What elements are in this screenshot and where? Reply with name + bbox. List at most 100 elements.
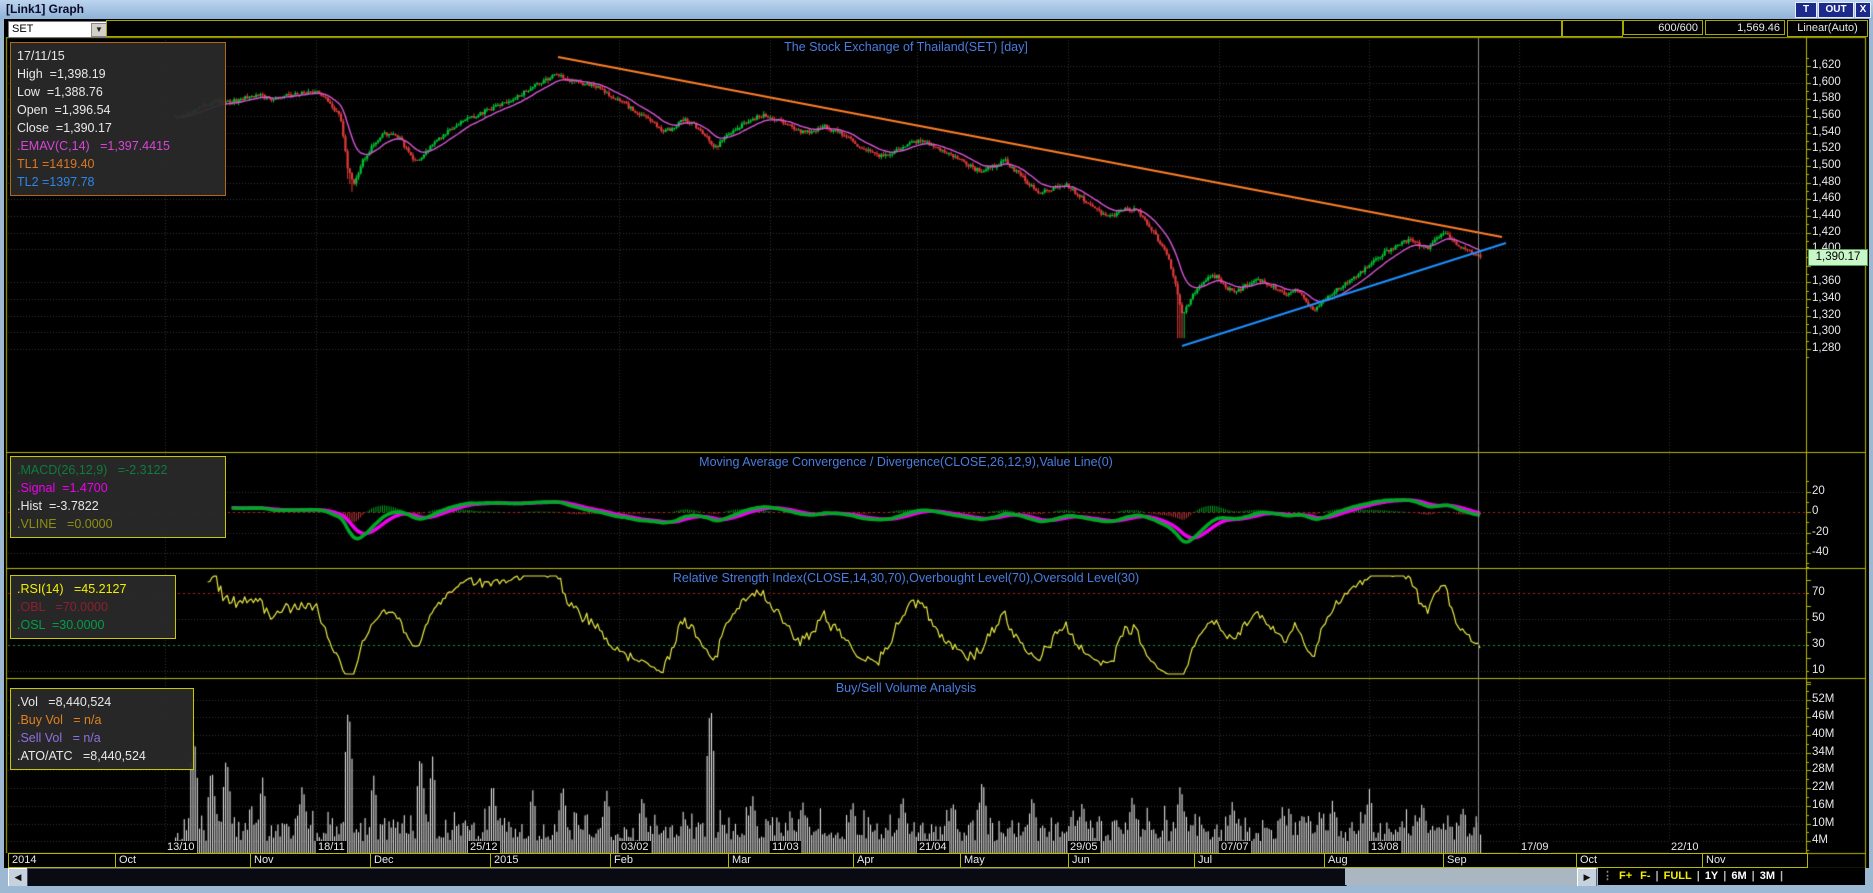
y-tick-label: 1,580 (1812, 92, 1841, 105)
macd-panel-title: Moving Average Convergence / Divergence(… (699, 455, 1113, 469)
y-tick-label: 1,420 (1812, 225, 1841, 238)
info-row: .Signal =1.4700 (17, 481, 108, 495)
scale-mode-button[interactable]: Linear(Auto) (1787, 20, 1868, 37)
y-tick-label: 1,280 (1812, 342, 1841, 355)
titlebar-out-button[interactable]: OUT (1818, 2, 1854, 18)
y-tick-label: 1,460 (1812, 192, 1841, 205)
x-date-label: 21/04 (917, 841, 949, 853)
x-date-label: 13/08 (1369, 841, 1401, 853)
scrollbar-track[interactable] (1345, 868, 1577, 885)
range-button-full[interactable]: FULL (1663, 870, 1692, 882)
x-axis-month-cell: Nov (250, 853, 373, 868)
x-date-label: 25/12 (468, 841, 500, 853)
info-row: TL1 =1419.40 (17, 157, 95, 171)
y-tick-label: 20 (1812, 484, 1825, 497)
x-axis-month-cell: Nov (1702, 853, 1808, 868)
titlebar-t-button[interactable]: T (1795, 2, 1817, 18)
x-axis-month-cell: Dec (370, 853, 493, 868)
y-tick-label: 10M (1812, 816, 1835, 829)
toolbar-empty-cell (1562, 20, 1623, 37)
symbol-select-value: SET (12, 23, 34, 35)
bar-count-display: 600/600 (1623, 20, 1703, 35)
x-date-label: 29/05 (1068, 841, 1100, 853)
scroll-left-arrow-icon[interactable]: ◀ (8, 868, 28, 887)
y-tick-label: 1,440 (1812, 208, 1841, 221)
y-tick-label: 52M (1812, 692, 1835, 705)
range-toolbar: ⋮ F+ F- | FULL | 1Y | 6M | 3M | (1598, 868, 1865, 885)
y-tick-label: 1,300 (1812, 325, 1841, 338)
y-tick-label: 30 (1812, 638, 1825, 650)
info-row: High =1,398.19 (17, 67, 106, 81)
x-axis-month-row: 2014 Oct Nov Dec 2015 Feb Mar Apr May Jun Jul Aug Se… (0, 853, 1808, 868)
info-row: Low =1,388.76 (17, 85, 103, 99)
info-row: .EMAV(C,14) =1,397.4415 (17, 139, 170, 153)
x-date-label: 07/07 (1219, 841, 1251, 853)
x-date-label: 11/03 (770, 841, 801, 853)
chevron-down-icon[interactable]: ▼ (91, 23, 107, 37)
info-row: Open =1,396.54 (17, 103, 111, 117)
x-axis-month-cell: Apr (853, 853, 963, 868)
scrollbar-thumb[interactable] (27, 868, 1347, 887)
info-row: .VLINE =0.0000 (17, 517, 113, 531)
info-row: .Vol =8,440,524 (17, 695, 112, 709)
x-date-label: 13/10 (165, 841, 197, 853)
toolbar-separator: | (1780, 870, 1784, 882)
toolbar-blank-field (106, 20, 1562, 37)
window-right-edge (1869, 19, 1873, 886)
cursor-value-display: 1,569.46 (1705, 20, 1785, 35)
x-axis-month-cell: Feb (610, 853, 731, 868)
toolbar-separator: | (1655, 870, 1659, 882)
info-row: TL2 =1397.78 (17, 175, 95, 189)
info-row: 17/11/15 (17, 49, 65, 63)
y-tick-label: 1,360 (1812, 275, 1841, 288)
range-button-fplus[interactable]: F+ (1619, 870, 1633, 882)
window-left-edge (0, 19, 4, 886)
grip-icon: ⋮ (1602, 870, 1613, 882)
volume-info-box: .Vol =8,440,524 .Buy Vol = n/a .Sell Vol =… (10, 688, 194, 770)
x-date-label: 18/11 (316, 841, 347, 853)
info-row: Close =1,390.17 (17, 121, 112, 135)
x-axis-month-cell: Mar (728, 853, 856, 868)
y-tick-label: 16M (1812, 798, 1835, 811)
symbol-select[interactable]: SET ▼ (8, 21, 109, 38)
y-tick-label: 4M (1812, 834, 1828, 847)
y-tick-label: 40M (1812, 728, 1835, 740)
scroll-right-arrow-icon[interactable]: ▶ (1577, 868, 1597, 887)
y-tick-label: 22M (1812, 781, 1835, 794)
rsi-panel-title: Relative Strength Index(CLOSE,14,30,70),… (672, 571, 1140, 585)
volume-panel-title: Buy/Sell Volume Analysis (835, 681, 977, 695)
toolbar-separator: | (1751, 870, 1755, 882)
horizontal-scrollbar: ◀ ▶ ⋮ F+ F- | FULL | 1Y | 6M | 3M | (0, 868, 1873, 887)
info-row: .MACD(26,12,9) =-2.3122 (17, 463, 168, 477)
y-tick-label: -20 (1812, 525, 1829, 538)
y-tick-label: -40 (1812, 546, 1829, 558)
x-axis-month-cell: 2014 (8, 853, 118, 868)
y-tick-label: 0 (1812, 505, 1819, 517)
price-panel-title: The Stock Exchange of Thailand(SET) [day… (784, 40, 1028, 54)
close-icon[interactable]: X (1855, 2, 1871, 18)
y-tick-label: 10 (1812, 664, 1825, 676)
range-button-1y[interactable]: 1Y (1704, 870, 1719, 882)
info-row: .OSL =30.0000 (17, 618, 105, 632)
x-axis-month-cell: 2015 (490, 853, 613, 868)
rsi-info-box: .RSI(14) =45.2127 .OBL =70.0000 .OSL =30.0… (10, 575, 176, 639)
price-info-box: 17/11/15 High =1,398.19 Low =1,388.76 Open … (10, 42, 226, 196)
x-date-label: 03/02 (619, 841, 651, 853)
range-button-fminus[interactable]: F- (1640, 870, 1651, 882)
range-button-3m[interactable]: 3M (1759, 870, 1775, 882)
info-row: .Sell Vol = n/a (17, 731, 101, 745)
y-tick-label: 1,560 (1812, 108, 1841, 121)
x-axis-month-cell: Aug (1324, 853, 1446, 868)
window-title: [Link1] Graph (6, 2, 85, 16)
y-tick-label: 34M (1812, 745, 1835, 758)
macd-info-box: .MACD(26,12,9) =-2.3122 .Signal =1.4700 .H… (10, 456, 226, 538)
range-button-6m[interactable]: 6M (1731, 870, 1747, 882)
x-axis-month-cell: Jul (1194, 853, 1327, 868)
toolbar-separator: | (1723, 870, 1727, 882)
y-tick-label: 46M (1812, 710, 1835, 723)
x-axis-month-cell: May (960, 853, 1071, 868)
toolbar-separator: | (1696, 870, 1700, 882)
x-axis-month-cell: Sep (1443, 853, 1579, 868)
y-tick-label: 50 (1812, 612, 1825, 624)
